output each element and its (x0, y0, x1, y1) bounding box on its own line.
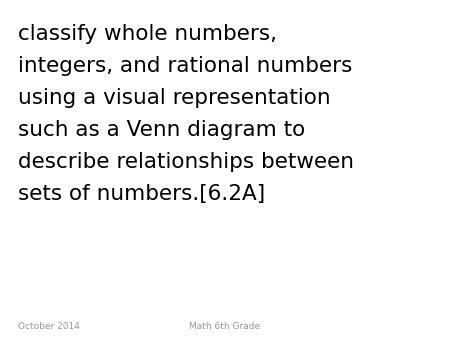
Text: October 2014: October 2014 (18, 322, 80, 331)
Text: Math 6th Grade: Math 6th Grade (189, 322, 261, 331)
Text: classify whole numbers,
integers, and rational numbers
using a visual representa: classify whole numbers, integers, and ra… (18, 24, 354, 204)
